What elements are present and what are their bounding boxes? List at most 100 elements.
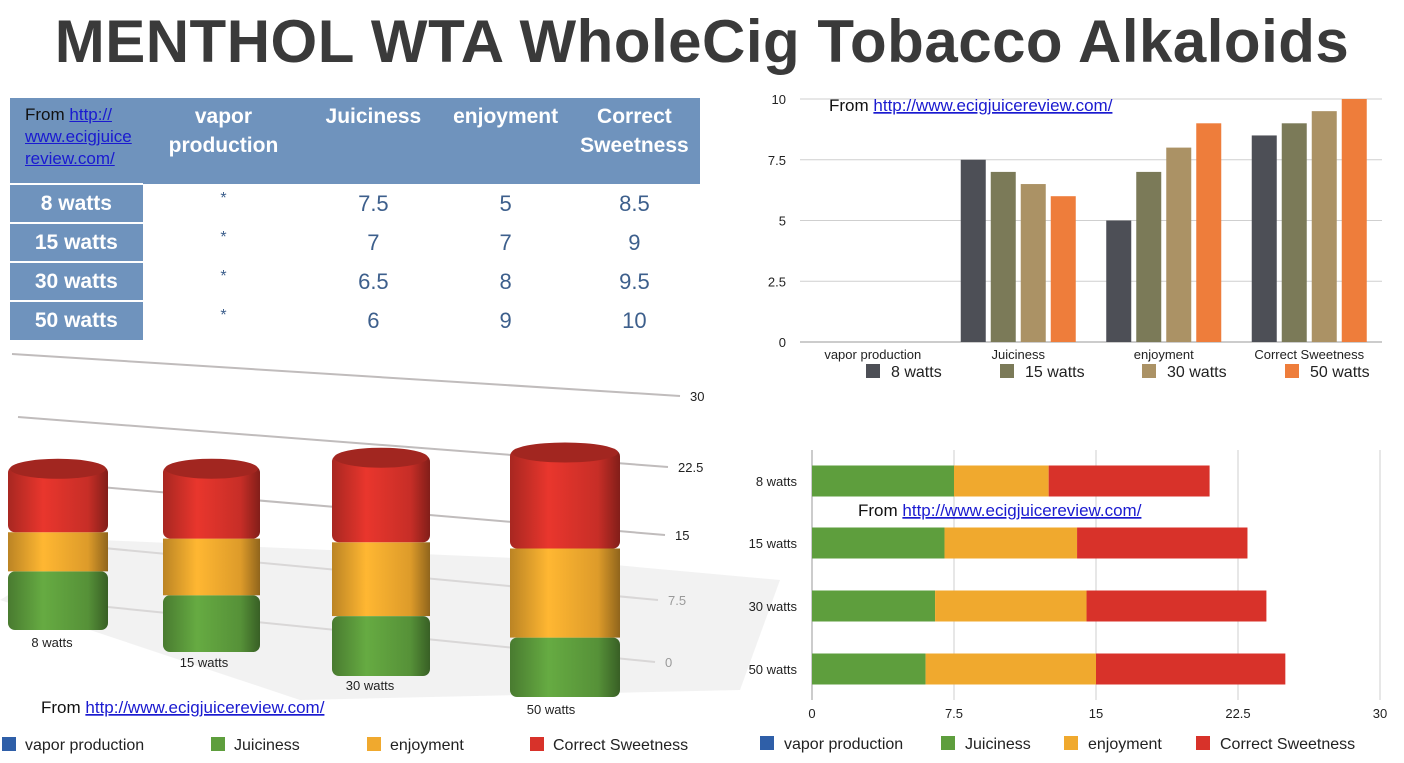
bar bbox=[960, 159, 986, 342]
x-tick-label: 30 watts bbox=[346, 678, 395, 693]
legend-swatch bbox=[1196, 736, 1210, 750]
table-cell: 7.5 bbox=[358, 190, 389, 216]
x-tick-label: Correct Sweetness bbox=[1254, 347, 1364, 362]
y-tick-label: 30 watts bbox=[749, 599, 798, 614]
horizontal-stacked-bar-chart: 0 7.5 15 22.5 30 8 watts 15 watts 30 watts 50 wa… bbox=[749, 450, 1387, 753]
bar bbox=[1311, 111, 1337, 343]
x-tick-label: vapor production bbox=[824, 347, 921, 362]
table-source-link-line3: review.com/ bbox=[25, 149, 115, 168]
y-tick-label: 2.5 bbox=[768, 274, 786, 289]
legend-label: enjoyment bbox=[1088, 736, 1162, 753]
table-header-row: From http:// www.ecigjuice review.com/ v… bbox=[10, 98, 700, 184]
x-tick-label: 0 bbox=[808, 706, 815, 721]
x-tick-label: enjoyment bbox=[1134, 347, 1194, 362]
table-header-enjoyment: enjoyment bbox=[442, 98, 569, 184]
bar-segment bbox=[1096, 653, 1286, 685]
table-header-juiciness: Juiciness bbox=[304, 98, 443, 184]
bar-top-cap bbox=[10, 458, 106, 479]
bar-segment bbox=[812, 465, 954, 497]
bar-segment bbox=[163, 465, 260, 539]
legend-label: Correct Sweetness bbox=[553, 737, 688, 754]
bar-segment bbox=[925, 653, 1096, 685]
y-tick-label: 15 watts bbox=[749, 536, 798, 551]
bar-segment bbox=[944, 527, 1078, 559]
bar bbox=[1166, 147, 1192, 342]
y-tick-label: 15 bbox=[675, 528, 689, 543]
page-title: MENTHOL WTA WholeCig Tobacco Alkaloids bbox=[54, 8, 1350, 75]
bar-segment bbox=[8, 571, 108, 630]
bar bbox=[1106, 220, 1132, 342]
chart-source-label: From http://www.ecigjuicereview.com/ bbox=[829, 96, 1113, 115]
table-cell: 9 bbox=[499, 307, 512, 333]
legend-swatch bbox=[211, 737, 225, 751]
x-tick-label: 22.5 bbox=[1225, 706, 1250, 721]
table-source-link[interactable]: http:// www.ecigjuice review.com/ bbox=[25, 105, 132, 168]
table-row: 15 watts * 7 7 9 bbox=[10, 222, 700, 262]
legend-swatch bbox=[1285, 364, 1299, 378]
table-cell: 7 bbox=[367, 229, 380, 255]
bar-segment bbox=[812, 653, 926, 685]
y-tick-label: 10 bbox=[772, 92, 786, 107]
chart-source-label: From http://www.ecigjuicereview.com/ bbox=[41, 698, 325, 717]
bar-segment bbox=[163, 538, 260, 596]
bar bbox=[1196, 123, 1222, 342]
legend-swatch bbox=[530, 737, 544, 751]
table-cell: 8 bbox=[499, 268, 512, 294]
legend-label: vapor production bbox=[784, 736, 903, 753]
table-cell: 6.5 bbox=[358, 268, 389, 294]
legend-swatch bbox=[866, 364, 880, 378]
table-row-label: 8 watts bbox=[10, 183, 143, 223]
bar-segment bbox=[163, 595, 260, 652]
bar-segment bbox=[332, 454, 430, 543]
bar-top-cap bbox=[512, 442, 618, 463]
table-cell: 5 bbox=[499, 190, 512, 216]
y-tick-label: 50 watts bbox=[749, 662, 798, 677]
y-tick-label: 8 watts bbox=[756, 474, 798, 489]
table-source-cell: From http:// www.ecigjuice review.com/ bbox=[10, 98, 143, 184]
legend-swatch bbox=[941, 736, 955, 750]
legend-label: 50 watts bbox=[1310, 364, 1370, 381]
legend-label: Correct Sweetness bbox=[1220, 736, 1355, 753]
y-tick-label: 30 bbox=[690, 389, 704, 404]
x-tick-label: 15 watts bbox=[180, 655, 229, 670]
table-cell: * bbox=[220, 190, 227, 207]
table-cell: * bbox=[220, 229, 227, 246]
legend-swatch bbox=[760, 736, 774, 750]
legend-label: 15 watts bbox=[1025, 364, 1085, 381]
table-row-label: 30 watts bbox=[10, 261, 143, 301]
bar-segment bbox=[8, 465, 108, 533]
x-tick-label: 15 bbox=[1089, 706, 1103, 721]
bar-segment bbox=[332, 616, 430, 676]
bar bbox=[1251, 135, 1277, 342]
bar bbox=[1281, 123, 1307, 342]
legend-label: Juiciness bbox=[965, 736, 1031, 753]
score-table: From http:// www.ecigjuice review.com/ v… bbox=[10, 98, 700, 340]
table-cell: 6 bbox=[367, 307, 380, 333]
bar-segment bbox=[510, 449, 620, 549]
table-source-link-line2: www.ecigjuice bbox=[25, 127, 132, 146]
table-cell: 10 bbox=[622, 307, 647, 333]
x-tick-label: 7.5 bbox=[945, 706, 963, 721]
bar bbox=[1020, 184, 1046, 342]
table-row-label: 15 watts bbox=[10, 222, 143, 262]
table-cell: * bbox=[220, 307, 227, 324]
bar-segment bbox=[1048, 465, 1210, 497]
legend-label: Juiciness bbox=[234, 737, 300, 754]
table-cell: 7 bbox=[499, 229, 512, 255]
chart-source-label: From http://www.ecigjuicereview.com/ bbox=[858, 501, 1142, 520]
legend-label: enjoyment bbox=[390, 737, 464, 754]
bar bbox=[1136, 171, 1162, 342]
bar-segment bbox=[1086, 590, 1267, 622]
table-source-prefix: From bbox=[25, 105, 65, 124]
table-row: 8 watts * 7.5 5 8.5 bbox=[10, 183, 700, 223]
bar bbox=[1050, 196, 1076, 342]
legend-label: 30 watts bbox=[1167, 364, 1227, 381]
y-tick-label: 5 bbox=[779, 214, 786, 229]
bar-segment bbox=[1077, 527, 1248, 559]
table-row: 50 watts * 6 9 10 bbox=[10, 300, 700, 340]
legend-swatch bbox=[2, 737, 16, 751]
table-cell: 8.5 bbox=[619, 190, 650, 216]
bar-top-cap bbox=[165, 458, 258, 479]
bar-top-cap bbox=[334, 447, 428, 468]
